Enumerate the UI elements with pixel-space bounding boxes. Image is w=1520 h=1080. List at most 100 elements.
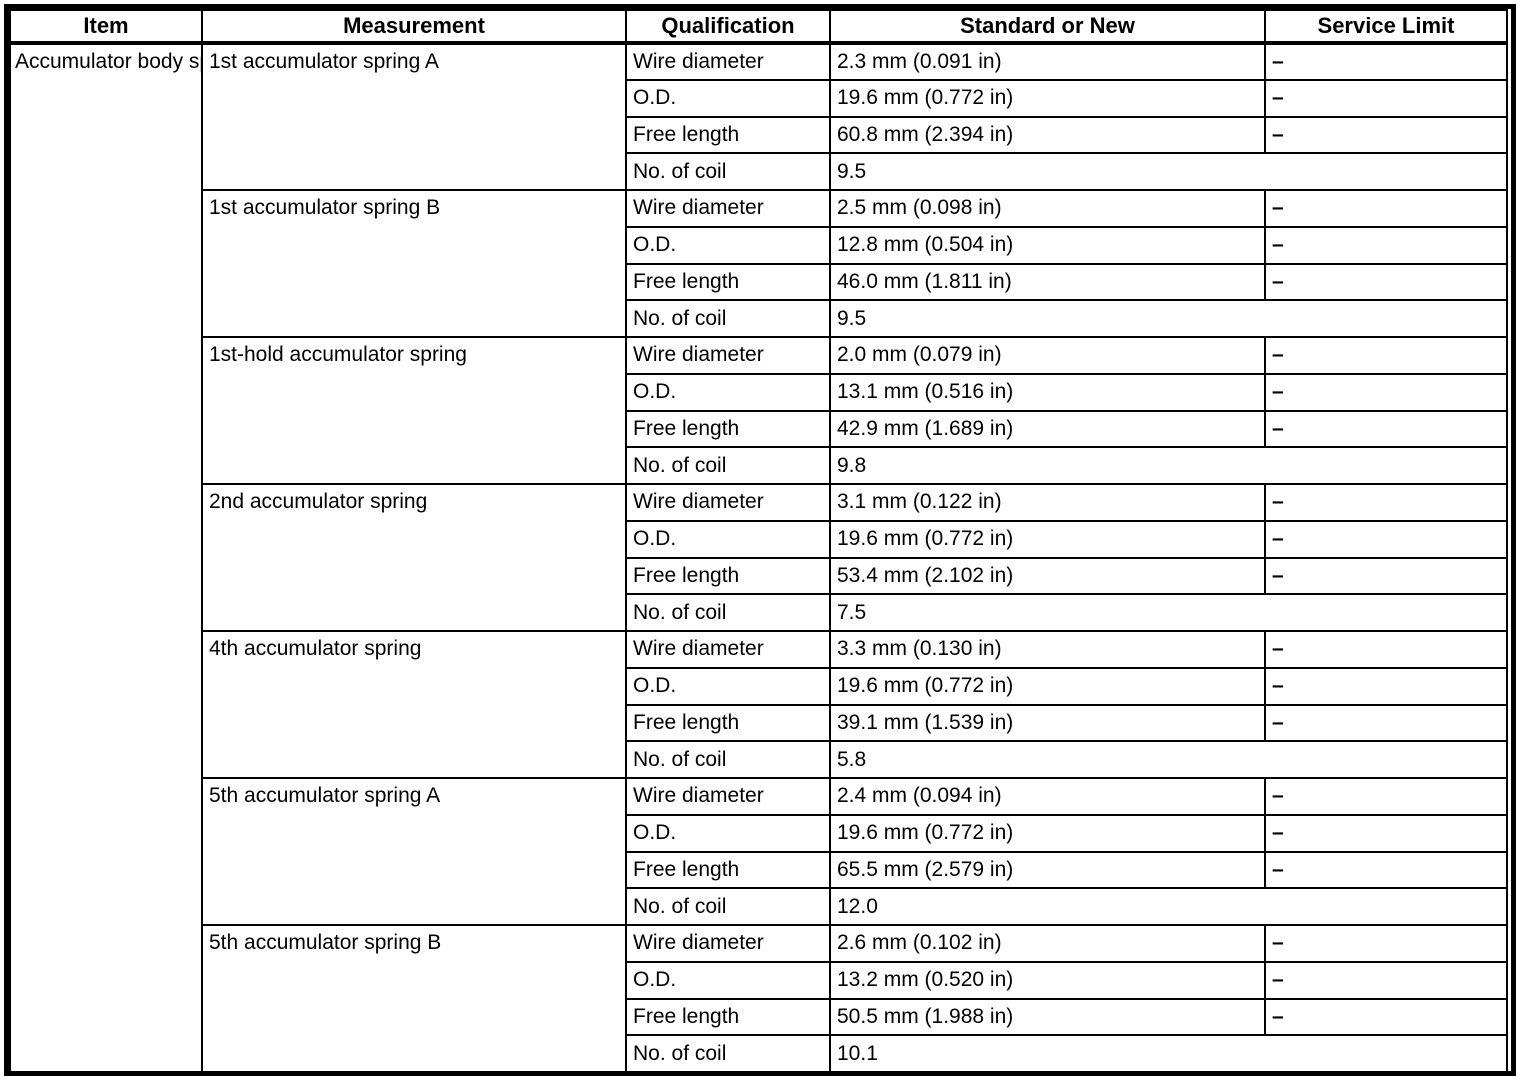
qualification-cell: O.D.	[625, 519, 831, 559]
service-limit-cell: –	[1264, 630, 1508, 669]
standard-cell: 13.1 mm (0.516 in)	[829, 372, 1266, 412]
qualification-cell: No. of coil	[625, 593, 831, 632]
table-row: O.D. 13.1 mm (0.516 in) –	[10, 372, 1508, 412]
table-row: No. of coil 9.8	[10, 446, 1508, 485]
standard-cell: 2.0 mm (0.079 in)	[829, 336, 1266, 375]
standard-cell: 60.8 mm (2.394 in)	[829, 115, 1266, 155]
service-limit-cell: –	[1264, 813, 1508, 853]
standard-cell: 19.6 mm (0.772 in)	[829, 666, 1266, 706]
standard-cell: 3.1 mm (0.122 in)	[829, 483, 1266, 522]
standard-cell: 3.3 mm (0.130 in)	[829, 630, 1266, 669]
page-border-frame	[4, 4, 1516, 1076]
service-limit-cell: –	[1264, 777, 1508, 816]
standard-cell: 19.6 mm (0.772 in)	[829, 519, 1266, 559]
table-row: No. of coil 9.5	[10, 299, 1508, 338]
standard-cell-merged: 9.5	[829, 152, 1508, 191]
qualification-cell: Wire diameter	[625, 630, 831, 669]
table-row: O.D. 13.2 mm (0.520 in) –	[10, 960, 1508, 1000]
qualification-cell: No. of coil	[625, 1034, 831, 1073]
service-limit-cell: –	[1264, 556, 1508, 596]
standard-cell-merged: 9.8	[829, 446, 1508, 485]
table-row: No. of coil 9.5	[10, 152, 1508, 191]
table-row: O.D. 19.6 mm (0.772 in) –	[10, 78, 1508, 118]
table-row: 4th accumulator spring Wire diameter 3.3…	[10, 630, 1508, 779]
measurement-cell: 1st-hold accumulator spring	[201, 336, 627, 485]
table-row: O.D. 19.6 mm (0.772 in) –	[10, 519, 1508, 559]
table-row: Free length 42.9 mm (1.689 in) –	[10, 409, 1508, 449]
qualification-cell: Wire diameter	[625, 777, 831, 816]
qualification-cell: Wire diameter	[625, 924, 831, 963]
service-limit-cell: –	[1264, 483, 1508, 522]
table-row: Free length 60.8 mm (2.394 in) –	[10, 115, 1508, 155]
qualification-cell: Wire diameter	[625, 336, 831, 375]
table-row: O.D. 19.6 mm (0.772 in) –	[10, 666, 1508, 706]
service-limit-cell: –	[1264, 997, 1508, 1037]
standard-cell: 2.3 mm (0.091 in)	[829, 42, 1266, 81]
service-limit-cell: –	[1264, 850, 1508, 890]
table-row: No. of coil 12.0	[10, 887, 1508, 926]
service-limit-cell: –	[1264, 703, 1508, 743]
standard-cell-merged: 7.5	[829, 593, 1508, 632]
service-limit-cell: –	[1264, 115, 1508, 155]
standard-cell: 42.9 mm (1.689 in)	[829, 409, 1266, 449]
standard-cell: 50.5 mm (1.988 in)	[829, 997, 1266, 1037]
qualification-cell: O.D.	[625, 666, 831, 706]
qualification-cell: O.D.	[625, 225, 831, 265]
qualification-cell: Free length	[625, 262, 831, 302]
standard-cell: 19.6 mm (0.772 in)	[829, 78, 1266, 118]
table-row: No. of coil 7.5	[10, 593, 1508, 632]
service-limit-cell: –	[1264, 372, 1508, 412]
qualification-cell: Free length	[625, 409, 831, 449]
table-row: 5th accumulator spring A Wire diameter 2…	[10, 777, 1508, 926]
qualification-cell: Free length	[625, 703, 831, 743]
qualification-cell: O.D.	[625, 813, 831, 853]
column-header-service-limit: Service Limit	[1264, 9, 1508, 45]
header-row: Item Measurement Qualification Standard …	[9, 9, 1508, 45]
qualification-cell: Free length	[625, 997, 831, 1037]
standard-cell: 12.8 mm (0.504 in)	[829, 225, 1266, 265]
standard-cell: 39.1 mm (1.539 in)	[829, 703, 1266, 743]
qualification-cell: No. of coil	[625, 299, 831, 338]
item-cell: Accumulator body spring	[9, 42, 203, 1073]
table-row: 2nd accumulator spring Wire diameter 3.1…	[10, 483, 1508, 632]
table-row: No. of coil 10.1	[10, 1034, 1508, 1073]
table-row: Free length 46.0 mm (1.811 in) –	[10, 262, 1508, 302]
service-limit-cell: –	[1264, 225, 1508, 265]
table-row: O.D. 19.6 mm (0.772 in) –	[10, 813, 1508, 853]
column-header-item: Item	[9, 9, 203, 45]
qualification-cell: No. of coil	[625, 152, 831, 191]
service-limit-cell: –	[1264, 189, 1508, 228]
standard-cell: 19.6 mm (0.772 in)	[829, 813, 1266, 853]
column-header-standard-or-new: Standard or New	[829, 9, 1266, 45]
qualification-cell: Wire diameter	[625, 483, 831, 522]
standard-cell: 2.4 mm (0.094 in)	[829, 777, 1266, 816]
table-row: 1st accumulator spring B Wire diameter 2…	[10, 189, 1508, 338]
standard-cell: 46.0 mm (1.811 in)	[829, 262, 1266, 302]
qualification-cell: Free length	[625, 850, 831, 890]
service-limit-cell: –	[1264, 42, 1508, 81]
qualification-cell: Free length	[625, 115, 831, 155]
standard-cell: 65.5 mm (2.579 in)	[829, 850, 1266, 890]
table-row: Free length 65.5 mm (2.579 in) –	[10, 850, 1508, 890]
table-row: Free length 53.4 mm (2.102 in) –	[10, 556, 1508, 596]
qualification-cell: No. of coil	[625, 887, 831, 926]
qualification-cell: Free length	[625, 556, 831, 596]
service-limit-cell: –	[1264, 262, 1508, 302]
service-limit-cell: –	[1264, 409, 1508, 449]
table-row: Accumulator body spring 1st accumulator …	[9, 42, 1508, 1073]
measurement-cell: 2nd accumulator spring	[201, 483, 627, 632]
standard-cell: 2.5 mm (0.098 in)	[829, 189, 1266, 228]
table-row: 1st-hold accumulator spring Wire diamete…	[10, 336, 1508, 485]
table-row: Free length 39.1 mm (1.539 in) –	[10, 703, 1508, 743]
table-row: No. of coil 5.8	[10, 740, 1508, 779]
measurement-cell: 5th accumulator spring A	[201, 777, 627, 926]
standard-cell-merged: 12.0	[829, 887, 1508, 926]
service-limit-cell: –	[1264, 336, 1508, 375]
measurement-cell: 1st accumulator spring A	[201, 42, 627, 191]
qualification-cell: No. of coil	[625, 446, 831, 485]
standard-cell-merged: 5.8	[829, 740, 1508, 779]
service-limit-cell: –	[1264, 78, 1508, 118]
standard-cell-merged: 10.1	[829, 1034, 1508, 1073]
qualification-cell: Wire diameter	[625, 42, 831, 81]
